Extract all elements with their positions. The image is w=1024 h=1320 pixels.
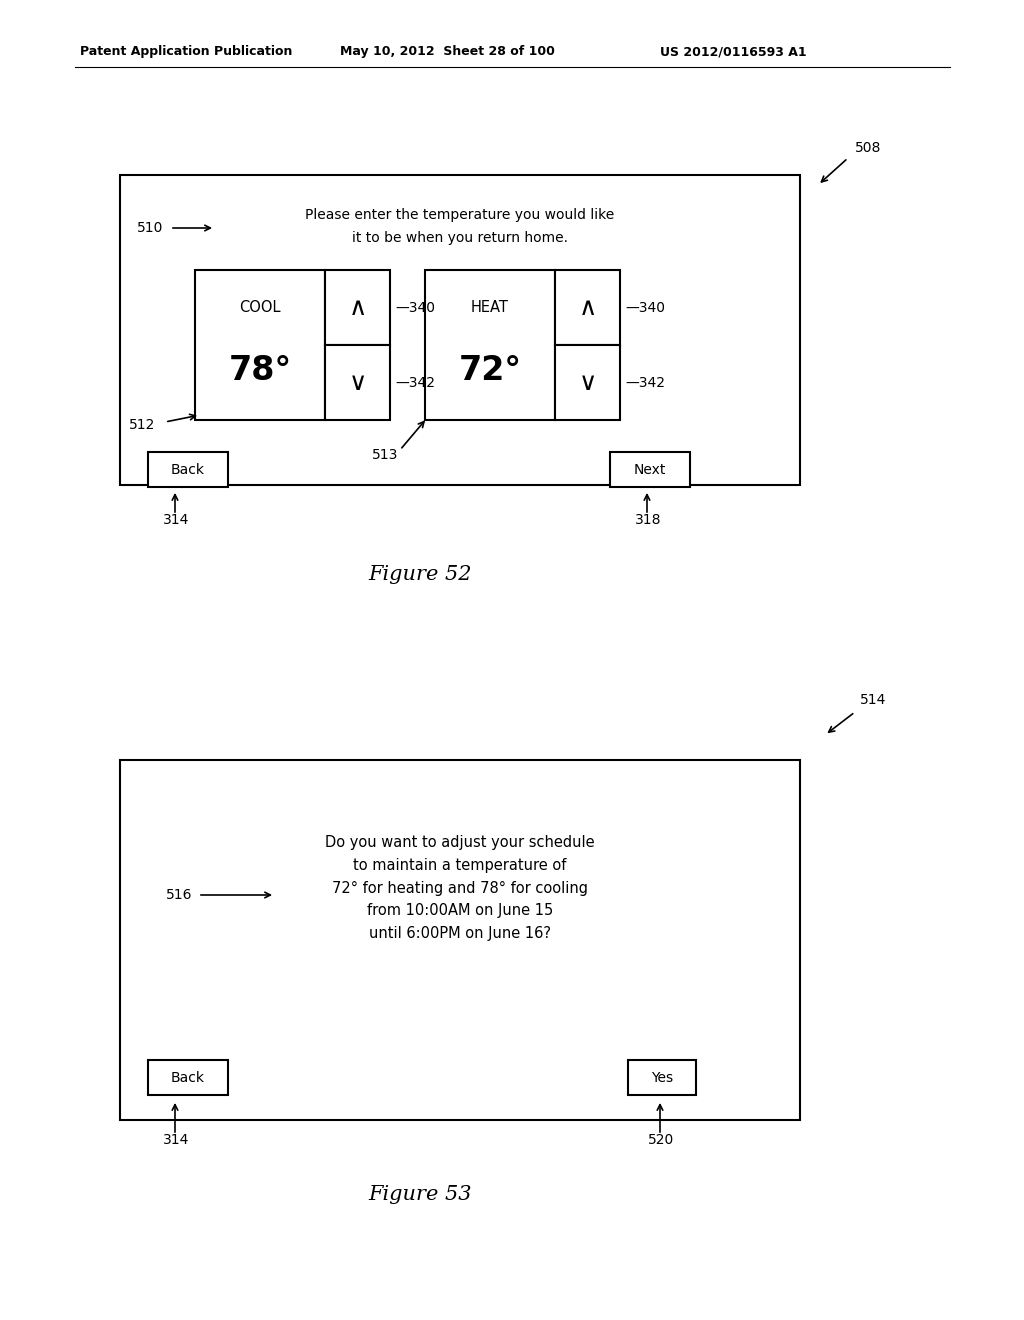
Text: 72°: 72° <box>459 354 521 387</box>
Text: 314: 314 <box>163 513 189 527</box>
Text: Figure 52: Figure 52 <box>369 565 472 585</box>
Text: Do you want to adjust your schedule
to maintain a temperature of
72° for heating: Do you want to adjust your schedule to m… <box>326 834 595 941</box>
Text: 520: 520 <box>648 1133 674 1147</box>
Text: US 2012/0116593 A1: US 2012/0116593 A1 <box>660 45 807 58</box>
Bar <box>325 345 390 420</box>
Text: Please enter the temperature you would like: Please enter the temperature you would l… <box>305 209 614 222</box>
Bar <box>555 271 620 345</box>
Text: —342: —342 <box>625 376 665 389</box>
Bar <box>120 176 800 484</box>
Bar <box>555 345 620 420</box>
Text: Back: Back <box>171 462 205 477</box>
Text: 78°: 78° <box>228 354 292 387</box>
Bar <box>195 271 325 420</box>
Text: 513: 513 <box>372 447 398 462</box>
Text: COOL: COOL <box>240 301 281 315</box>
Bar <box>325 271 390 345</box>
Text: 514: 514 <box>860 693 887 708</box>
Text: it to be when you return home.: it to be when you return home. <box>352 231 568 246</box>
Text: ∨: ∨ <box>579 371 597 395</box>
Text: ∨: ∨ <box>348 371 367 395</box>
Text: ∧: ∧ <box>579 296 597 319</box>
Text: Back: Back <box>171 1071 205 1085</box>
Text: ∧: ∧ <box>348 296 367 319</box>
Text: Figure 53: Figure 53 <box>369 1185 472 1204</box>
Bar <box>148 1060 228 1096</box>
Text: 516: 516 <box>166 888 193 902</box>
Text: May 10, 2012  Sheet 28 of 100: May 10, 2012 Sheet 28 of 100 <box>340 45 555 58</box>
Bar <box>425 271 555 420</box>
Text: —340: —340 <box>625 301 665 315</box>
Text: —340: —340 <box>395 301 435 315</box>
Bar <box>148 451 228 487</box>
Text: 318: 318 <box>635 513 662 527</box>
Text: Next: Next <box>634 462 667 477</box>
Text: 512: 512 <box>129 418 155 432</box>
Text: 314: 314 <box>163 1133 189 1147</box>
Text: —342: —342 <box>395 376 435 389</box>
Text: 510: 510 <box>136 220 163 235</box>
Text: Yes: Yes <box>651 1071 673 1085</box>
Text: HEAT: HEAT <box>471 301 509 315</box>
Text: 508: 508 <box>855 141 882 154</box>
Bar <box>610 451 690 487</box>
Bar <box>628 1060 696 1096</box>
Bar <box>120 760 800 1119</box>
Text: Patent Application Publication: Patent Application Publication <box>80 45 293 58</box>
